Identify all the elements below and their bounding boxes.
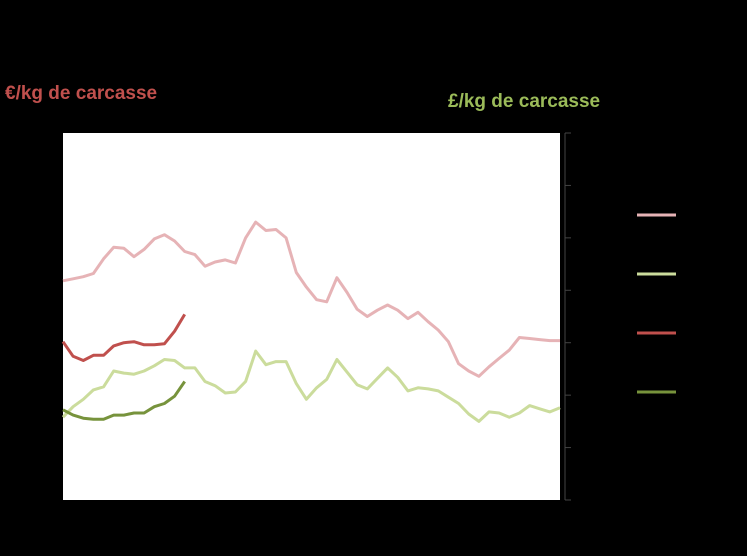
y-axis-label: €/kg de carcasse <box>5 83 157 104</box>
y2-axis-label: £/kg de carcasse <box>448 91 600 112</box>
series-line <box>62 220 560 378</box>
y-tick-label: 4 <box>48 335 55 349</box>
series-line <box>61 349 561 423</box>
y2-tick-label: 2.5 <box>576 440 593 454</box>
y-tick-label: 6 <box>48 125 55 139</box>
y2-tick-label: 3.5 <box>576 335 593 349</box>
y-tick-label: 2.5 <box>38 492 55 506</box>
series-line <box>61 313 186 362</box>
y-tick-label: 5.5 <box>38 178 55 192</box>
y2-tick-label: 4.5 <box>576 230 593 244</box>
y2-tick-label: 5.5 <box>576 125 593 139</box>
y-tick-label: 3 <box>48 440 55 454</box>
y2-tick-label: 3 <box>576 387 583 401</box>
y-tick-label: 5 <box>48 230 55 244</box>
y-tick-label: 3.5 <box>38 387 55 401</box>
y-tick-label: 4.5 <box>38 282 55 296</box>
y2-tick-label: 5 <box>576 178 583 192</box>
y2-tick-label: 2 <box>576 492 583 506</box>
y2-tick-label: 4 <box>576 282 583 296</box>
series-line <box>62 380 186 421</box>
plot-area <box>63 133 560 500</box>
